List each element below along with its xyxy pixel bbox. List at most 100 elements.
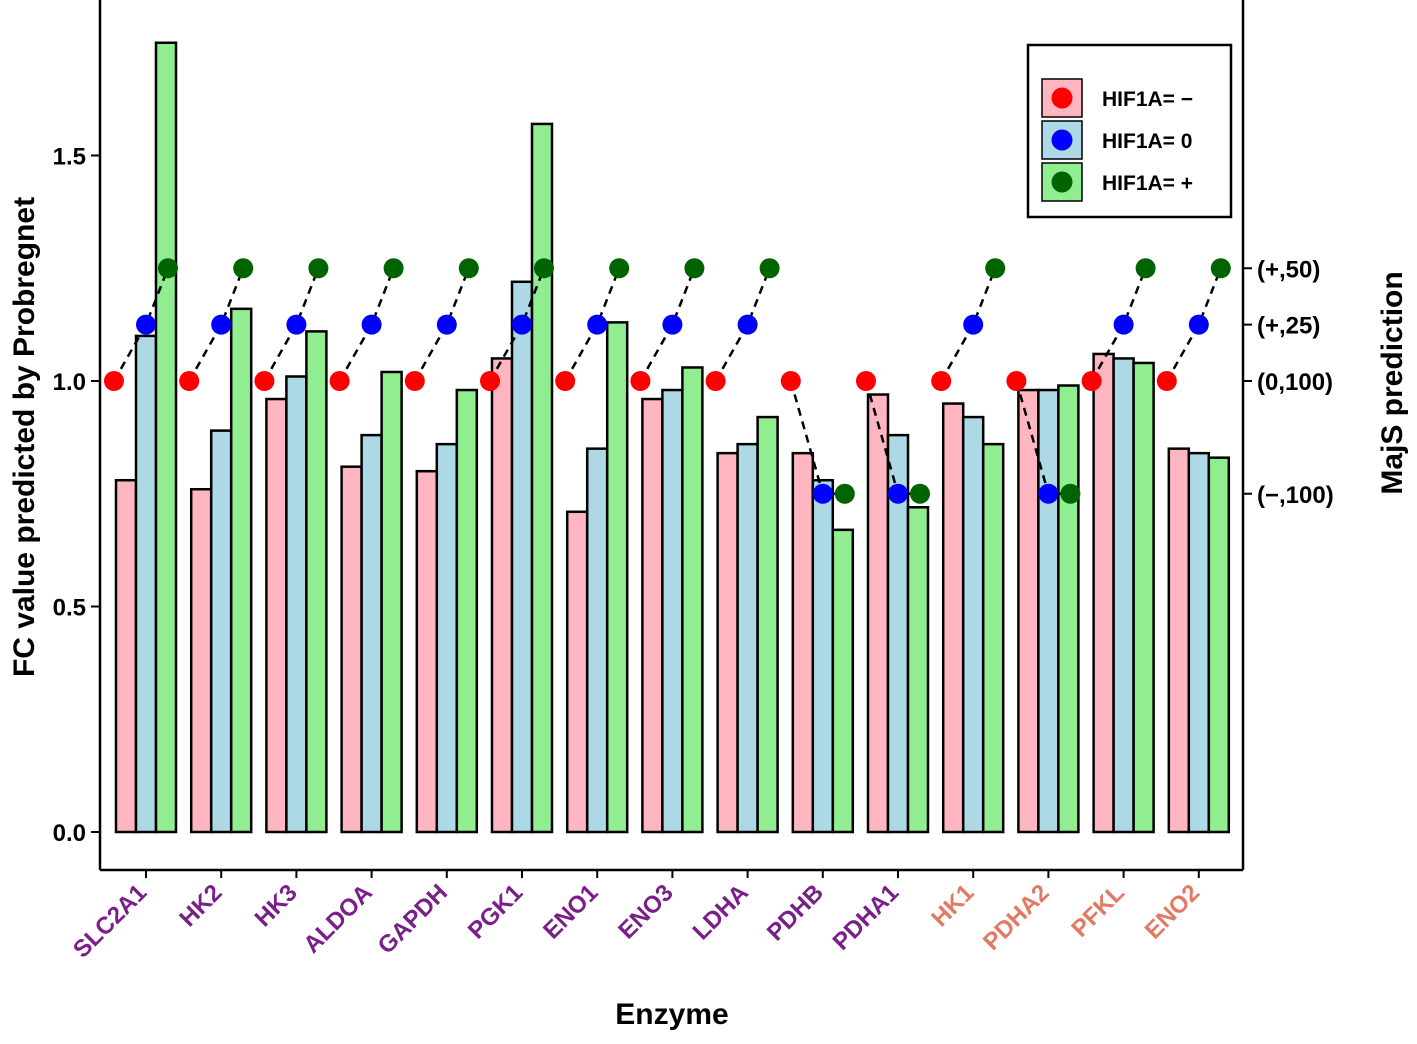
majs-dot-hk1-plus bbox=[985, 258, 1006, 279]
bar-eno3-plus bbox=[681, 366, 704, 834]
majs-dot-eno3-plus bbox=[684, 258, 705, 279]
majs-dot-pdha2-minus bbox=[1006, 371, 1027, 391]
x-tick-label-slc2a1: SLC2A1 bbox=[68, 879, 152, 963]
majs-dot-pdha2-plus bbox=[1060, 483, 1081, 504]
bar-hk3-zero bbox=[285, 375, 308, 834]
majs-dot-ldha-plus bbox=[759, 258, 780, 279]
bar-aldoa-minus bbox=[340, 465, 363, 834]
majs-dot-gapdh-zero bbox=[436, 314, 457, 335]
bar-eno3-minus bbox=[641, 397, 664, 834]
majs-dot-hk3-plus bbox=[308, 258, 329, 279]
legend-dot-plus bbox=[1051, 171, 1073, 193]
bar-eno2-plus bbox=[1207, 456, 1231, 834]
legend-label-plus: HIF1A= + bbox=[1102, 172, 1193, 195]
bar-eno1-zero bbox=[585, 447, 609, 834]
legend-label-zero: HIF1A= 0 bbox=[1102, 130, 1192, 153]
bar-hk3-plus bbox=[305, 330, 328, 834]
x-tick-label-pgk1: PGK1 bbox=[463, 879, 528, 944]
bar-hk2-minus bbox=[189, 487, 213, 834]
legend-label-minus: HIF1A= − bbox=[1102, 88, 1193, 111]
majs-dot-eno1-minus bbox=[555, 371, 576, 391]
bar-pfkl-minus bbox=[1092, 352, 1115, 834]
majs-dot-pgk1-minus bbox=[480, 371, 500, 391]
y-axis-title: FC value predicted by Probregnet bbox=[8, 197, 41, 677]
majs-dot-slc2a1-plus bbox=[158, 258, 178, 279]
majs-dot-pgk1-plus bbox=[534, 258, 554, 279]
majs-dot-gapdh-plus bbox=[458, 258, 479, 279]
y-tick-label: 0.5 bbox=[53, 595, 86, 622]
bar-eno2-zero bbox=[1187, 451, 1211, 834]
x-tick-label-pdha1: PDHA1 bbox=[828, 879, 905, 956]
bar-slc2a1-plus bbox=[154, 41, 178, 834]
bar-eno3-zero bbox=[661, 388, 684, 834]
x-tick-label-aldoa: ALDOA bbox=[298, 879, 377, 958]
x-axis-title: Enzyme bbox=[615, 998, 728, 1031]
y-tick-label: 1.0 bbox=[53, 369, 86, 396]
majs-dot-pdhb-zero bbox=[812, 483, 833, 504]
majs-dot-pfkl-plus bbox=[1135, 258, 1156, 279]
bar-pdhb-zero bbox=[811, 478, 835, 834]
majs-line-eno2 bbox=[1165, 267, 1222, 382]
majs-dot-pdhb-minus bbox=[780, 371, 801, 391]
legend-dot-minus bbox=[1051, 87, 1073, 109]
x-tick-label-hk2: HK2 bbox=[174, 879, 227, 932]
majs-dot-eno3-zero bbox=[662, 314, 683, 335]
majs-dot-ldha-zero bbox=[737, 314, 758, 335]
bar-eno1-plus bbox=[605, 321, 629, 834]
right-axis-title: MajS prediction bbox=[1376, 271, 1409, 494]
majs-line-ldha bbox=[714, 267, 771, 382]
bar-gapdh-minus bbox=[415, 469, 439, 834]
majs-dot-pdha1-minus bbox=[856, 371, 876, 391]
majs-dot-hk2-zero bbox=[211, 314, 232, 335]
majs-dot-eno3-minus bbox=[630, 371, 651, 391]
majs-dot-aldoa-zero bbox=[361, 314, 382, 335]
bar-pgk1-minus bbox=[490, 357, 514, 834]
axes-layer bbox=[91, 0, 1252, 878]
y-tick-label: 1.5 bbox=[53, 144, 86, 171]
majs-dot-aldoa-plus bbox=[383, 258, 404, 279]
majs-dot-slc2a1-minus bbox=[104, 371, 124, 391]
majs-dot-hk3-zero bbox=[286, 314, 307, 335]
bar-aldoa-plus bbox=[380, 370, 403, 834]
right-tick-label: (0,100) bbox=[1257, 369, 1333, 396]
bar-hk2-plus bbox=[229, 307, 253, 834]
bar-eno2-minus bbox=[1167, 447, 1191, 834]
majs-dot-hk1-minus bbox=[931, 371, 952, 391]
majs-dot-gapdh-minus bbox=[404, 371, 425, 391]
majs-line-hk1 bbox=[940, 267, 997, 382]
bar-pdha2-minus bbox=[1017, 388, 1040, 834]
bar-pdha1-minus bbox=[866, 393, 890, 834]
majs-line-aldoa bbox=[338, 267, 395, 382]
majs-dot-pgk1-zero bbox=[512, 314, 532, 335]
majs-line-eno3 bbox=[639, 267, 696, 382]
majs-dot-hk1-zero bbox=[963, 314, 984, 335]
bar-pdhb-plus bbox=[831, 528, 855, 834]
majs-line-pfkl bbox=[1090, 267, 1147, 382]
majs-dot-ldha-minus bbox=[705, 371, 726, 391]
majs-line-pgk1 bbox=[488, 267, 546, 382]
bars-layer bbox=[114, 41, 1231, 834]
x-tick-label-ldha: LDHA bbox=[688, 879, 754, 945]
x-tick-label-pdhb: PDHB bbox=[762, 879, 829, 946]
right-tick-label: (−,100) bbox=[1257, 482, 1334, 509]
bar-pfkl-zero bbox=[1112, 357, 1135, 834]
majs-dot-pdhb-plus bbox=[834, 483, 855, 504]
majs-dot-slc2a1-zero bbox=[136, 314, 156, 335]
majs-dot-pdha2-zero bbox=[1038, 483, 1059, 504]
bar-aldoa-zero bbox=[360, 433, 383, 834]
x-tick-label-pdha2: PDHA2 bbox=[978, 879, 1055, 956]
bar-gapdh-zero bbox=[435, 442, 459, 834]
majs-dot-hk3-minus bbox=[254, 371, 275, 391]
right-tick-label: (+,25) bbox=[1257, 313, 1320, 340]
bar-gapdh-plus bbox=[455, 388, 479, 834]
bar-hk3-minus bbox=[265, 397, 288, 834]
bar-ldha-minus bbox=[716, 451, 739, 834]
x-tick-label-pfkl: PFKL bbox=[1066, 879, 1129, 942]
right-tick-label: (+,50) bbox=[1257, 256, 1320, 283]
majs-dot-pdha1-plus bbox=[910, 483, 930, 504]
bar-pgk1-zero bbox=[510, 280, 534, 834]
bar-ldha-plus bbox=[756, 415, 779, 834]
majs-dot-eno1-zero bbox=[587, 314, 608, 335]
